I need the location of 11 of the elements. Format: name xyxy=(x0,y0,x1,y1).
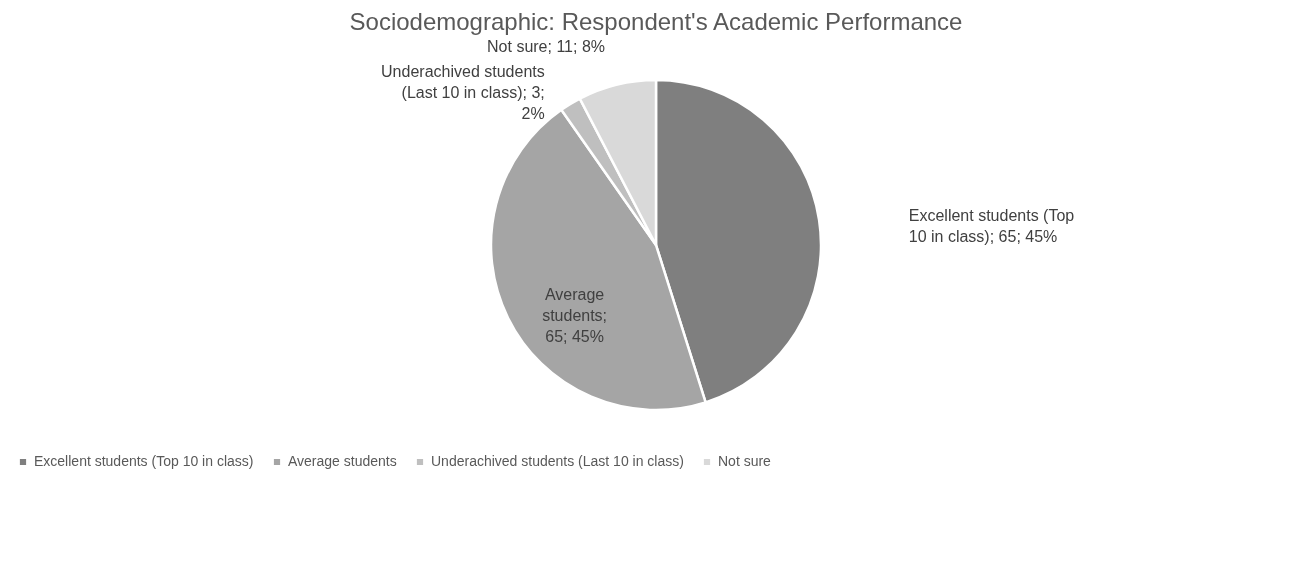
legend-label: Excellent students (Top 10 in class) xyxy=(34,453,254,469)
category-label: Not sure; 11; 8% xyxy=(487,37,606,55)
category-label: Excellent students (Top 10 in class); 65; 45% xyxy=(908,207,1075,246)
category-label: Average students; xyxy=(542,286,608,325)
text: 2% xyxy=(521,104,545,122)
category-label: Underachived students (Last 10 in class); 3; xyxy=(381,62,545,101)
legend-label: Average students xyxy=(288,453,397,469)
legend-label: Underachived students (Last 10 in class) xyxy=(431,453,684,469)
legend-label: Not sure xyxy=(718,453,772,469)
text: 65; 45% xyxy=(545,328,604,346)
chart-title: Sociodemographic: Respondent's Academic Performance xyxy=(349,7,963,35)
